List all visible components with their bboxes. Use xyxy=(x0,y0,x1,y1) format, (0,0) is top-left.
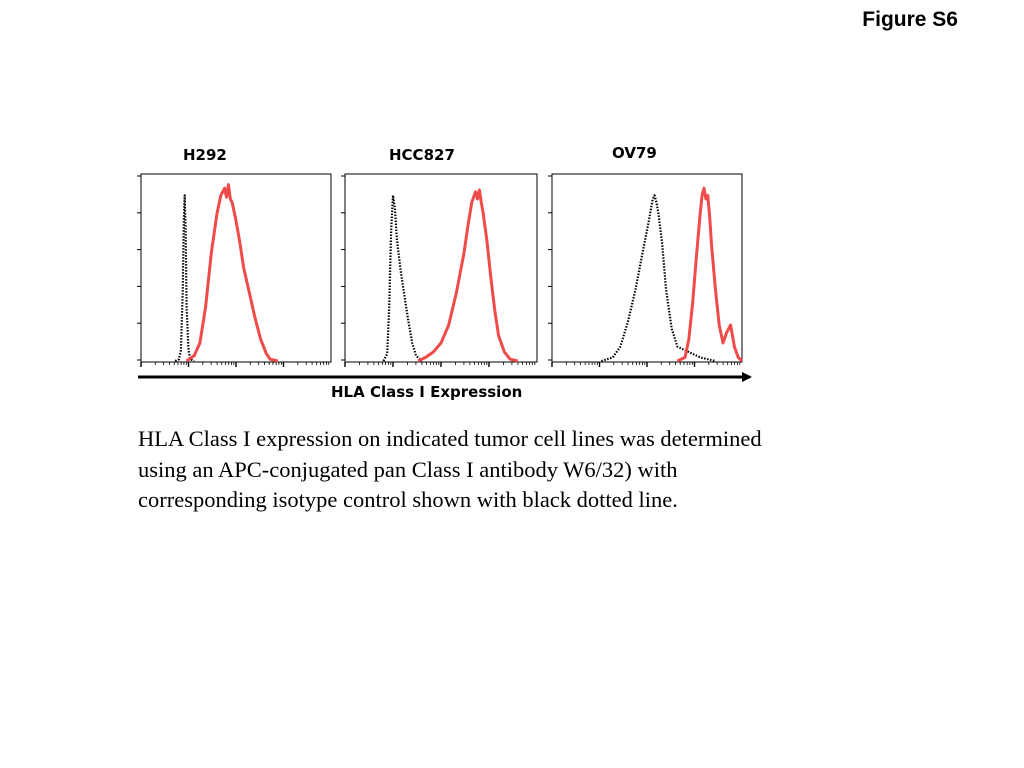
x-axis-label: HLA Class I Expression xyxy=(331,383,523,401)
hla-expression-line-ov79 xyxy=(676,186,744,363)
isotype-control-line-h292 xyxy=(174,194,195,362)
hla-expression-line-hcc827 xyxy=(417,188,519,363)
panel-title-hcc827: HCC827 xyxy=(389,146,455,164)
histogram-panel-h292 xyxy=(137,173,332,367)
isotype-control-line-hcc827 xyxy=(382,194,423,362)
hla-expression-line-h292 xyxy=(185,183,279,363)
plot-frame-h292 xyxy=(140,173,332,363)
plot-frame-hcc827 xyxy=(344,173,538,363)
histogram-panel-ov79 xyxy=(548,173,744,367)
histogram-panel-hcc827 xyxy=(341,173,538,367)
figure-label: Figure S6 xyxy=(862,8,958,31)
isotype-control-line-ov79 xyxy=(601,194,716,363)
panel-title-h292: H292 xyxy=(183,146,227,164)
figure-caption: HLA Class I expression on indicated tumo… xyxy=(138,426,762,512)
panel-title-ov79: OV79 xyxy=(612,144,657,162)
